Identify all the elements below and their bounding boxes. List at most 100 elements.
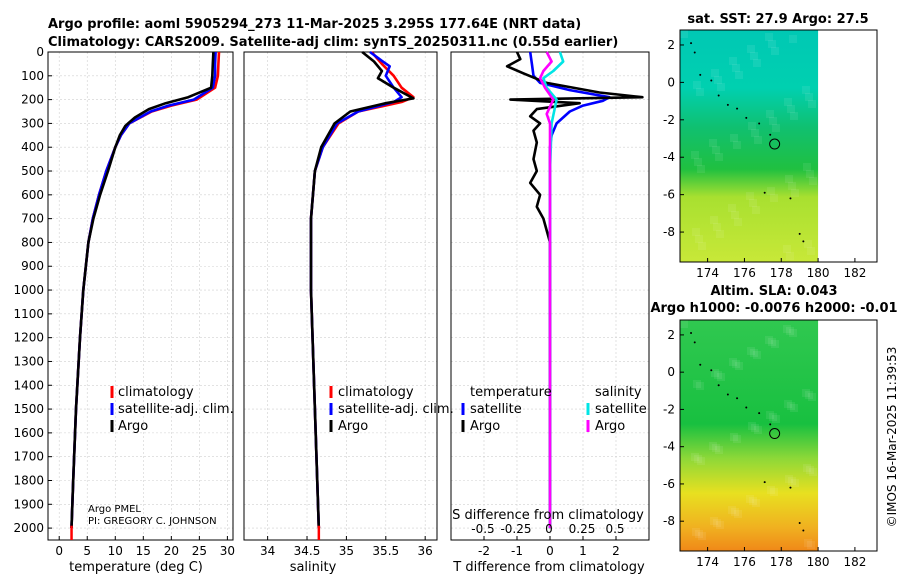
map-texture [747, 347, 755, 355]
map-texture [711, 69, 719, 77]
top-tick-label: 0.25 [569, 522, 596, 536]
difference-panel: -2 -1 0 1 2 [450, 51, 650, 558]
map-texture [770, 488, 778, 496]
y-tick-label: 0 [667, 365, 675, 379]
y-tick-label: 1600 [13, 426, 44, 440]
top-tick-label: 0.5 [605, 522, 624, 536]
map-texture [768, 338, 776, 346]
axes-frame [450, 51, 650, 541]
axes-frame [47, 51, 234, 541]
x-tick-label: 30 [220, 544, 235, 558]
map-texture [791, 189, 799, 197]
map-texture [807, 541, 815, 549]
island-marker [763, 191, 766, 194]
map-texture [767, 486, 775, 494]
x-tick-label: 35 [339, 544, 354, 558]
map-texture [732, 360, 740, 368]
map-texture [765, 33, 773, 41]
x-tick-label: 178 [770, 555, 793, 569]
legend-label-argo: Argo [338, 419, 368, 434]
island-marker [710, 79, 713, 82]
map-texture [731, 211, 739, 219]
argo-position-marker [769, 138, 781, 150]
map-frame [679, 29, 878, 263]
map-texture [784, 400, 792, 408]
map-texture [714, 76, 722, 84]
map-texture [790, 404, 798, 412]
x-tick-label: 5 [83, 544, 91, 558]
x-tick-label: 1 [579, 544, 587, 558]
map-texture [680, 320, 688, 328]
map-texture [748, 122, 756, 130]
x-tick-label: 176 [733, 266, 756, 280]
island-marker [726, 103, 729, 106]
map-texture [728, 204, 736, 212]
map-texture [733, 435, 741, 443]
map-texture [694, 158, 702, 166]
island-marker [798, 522, 801, 525]
x-tick-label: 25 [192, 544, 207, 558]
map-texture [751, 129, 759, 137]
map-texture [804, 240, 812, 248]
y-tick-label: -4 [663, 150, 675, 164]
map-texture [772, 124, 780, 132]
map-texture [805, 93, 813, 101]
series-line-argo [309, 50, 415, 529]
map-texture [747, 45, 755, 53]
legend-label-t-argo: Argo [470, 419, 500, 434]
map-texture [748, 422, 756, 430]
map-texture [712, 444, 720, 452]
sst-map-title: sat. SST: 27.9 Argo: 27.5 [687, 12, 868, 27]
credit-line-2: PI: GREGORY C. JOHNSON [88, 516, 217, 527]
map-texture [788, 182, 796, 190]
map-texture [771, 47, 779, 55]
island-marker [802, 240, 805, 243]
y-tick-label: -6 [663, 188, 675, 202]
x-tick-label: 15 [136, 544, 151, 558]
top-tick-label: -0.25 [500, 522, 531, 536]
map-texture [790, 112, 798, 120]
map-texture [734, 218, 742, 226]
salinity-legend: climatology satellite-adj. clim. Argo [329, 385, 454, 434]
x-tick-label: 36 [418, 544, 433, 558]
island-marker [769, 133, 772, 136]
top-tick-label: 0 [545, 522, 553, 536]
x-tick-label: -2 [478, 544, 490, 558]
map-texture [680, 30, 688, 38]
map-texture [783, 325, 791, 333]
map-texture [750, 349, 758, 357]
island-marker [690, 42, 693, 45]
map-texture [765, 336, 773, 344]
legend-label-satellite: satellite-adj. clim. [338, 402, 454, 417]
map-texture [698, 242, 706, 250]
x-tick-label: 10 [108, 544, 123, 558]
y-tick-label: 2 [667, 38, 675, 52]
map-texture [746, 495, 754, 503]
map-field [680, 320, 819, 551]
y-tick-label: 100 [21, 69, 44, 83]
y-tick-label: 1900 [13, 497, 44, 511]
map-texture [806, 466, 814, 474]
map-texture [716, 521, 724, 529]
map-texture [750, 52, 758, 60]
map-texture [754, 136, 762, 144]
map-texture [804, 539, 812, 547]
y-tick-label: 700 [21, 212, 44, 226]
map-texture [693, 380, 701, 388]
island-marker [726, 393, 729, 396]
x-tick-label: 2 [612, 544, 620, 558]
island-marker [699, 363, 702, 366]
map-texture [785, 175, 793, 183]
map-texture [789, 35, 797, 43]
map-texture [709, 139, 717, 147]
map-texture [753, 59, 761, 67]
map-texture [735, 362, 743, 370]
map-texture [802, 389, 810, 397]
map-texture [709, 442, 717, 450]
map-texture [713, 223, 721, 231]
x-tick-label: 182 [843, 266, 866, 280]
map-texture [766, 411, 774, 419]
map-texture [808, 393, 816, 401]
map-texture [803, 464, 811, 472]
